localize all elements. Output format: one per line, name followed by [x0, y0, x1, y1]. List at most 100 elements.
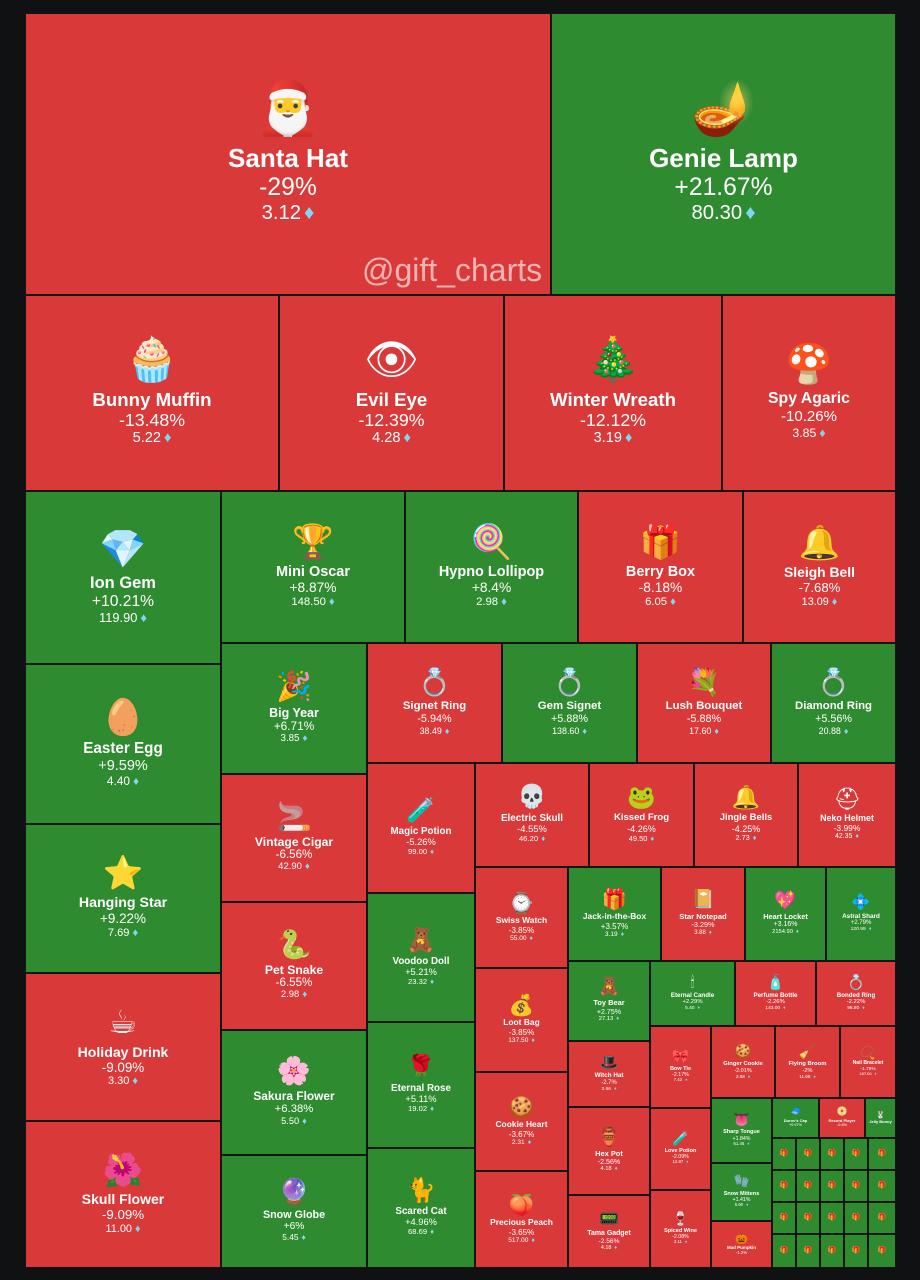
tile-star-notepad[interactable]: 📔 Star Notepad -3.29% 3.88 ♦: [661, 867, 745, 961]
gift-icon: 🎁: [851, 1212, 861, 1221]
tile-lush-bouquet[interactable]: 💐 Lush Bouquet -5.88% 17.60 ♦: [637, 643, 771, 763]
tile-flying-broom[interactable]: 🧹 Flying Broom -2% 11.66 ♦: [775, 1026, 840, 1098]
tile-gift-73[interactable]: 🎁: [868, 1202, 896, 1234]
tile-gift-68[interactable]: 🎁: [868, 1170, 896, 1202]
tile-snow-mittens[interactable]: 🧤 Snow Mittens +1.41% 5.90 ♦: [711, 1163, 772, 1221]
tile-neko-helmet[interactable]: ⛑ Neko Helmet -3.99% 42.35 ♦: [798, 763, 896, 867]
tile-skull-flower[interactable]: 🌺 Skull Flower -9.09% 11.00 ♦: [25, 1121, 221, 1268]
tile-hypno-lollipop[interactable]: 🍭 Hypno Lollipop +8.4% 2.98 ♦: [405, 491, 578, 643]
tile-cookie-heart[interactable]: 🍪 Cookie Heart -3.67% 2.31 ♦: [475, 1072, 568, 1171]
tile-hex-pot[interactable]: 🏺 Hex Pot -2.56% 4.18 ♦: [568, 1107, 650, 1195]
tile-magic-potion[interactable]: 🧪 Magic Potion -5.26% 99.00 ♦: [367, 763, 475, 893]
tile-evil-eye[interactable]: 👁 Evil Eye -12.39% 4.28 ♦: [279, 295, 504, 491]
tile-santa-hat[interactable]: 🎅 Santa Hat -29% 3.12 ♦: [25, 13, 551, 295]
tile-precious-peach[interactable]: 🍑 Precious Peach -3.65% 517.00 ♦: [475, 1171, 568, 1268]
tile-gift-66[interactable]: 🎁: [820, 1170, 844, 1202]
tile-gift-74[interactable]: 🎁: [772, 1234, 796, 1268]
tile-gift-78[interactable]: 🎁: [868, 1234, 896, 1268]
tile-astral-shard[interactable]: 💠 Astral Shard +2.79% 120.99 ♦: [826, 867, 896, 961]
tile-voodoo-doll[interactable]: 🧸 Voodoo Doll +5.21% 23.32 ♦: [367, 893, 475, 1022]
tile-bow-tie[interactable]: 🎀 Bow Tie -2.17% 7.42 ♦: [650, 1026, 711, 1108]
tile-genie-lamp[interactable]: 🪔 Genie Lamp +21.67% 80.30 ♦: [551, 13, 896, 295]
tile-change: +6.38%: [274, 1103, 314, 1116]
tile-loot-bag[interactable]: 💰 Loot Bag -3.85% 137.50 ♦: [475, 968, 568, 1072]
tile-holiday-drink[interactable]: ☕ Holiday Drink -9.09% 3.30 ♦: [25, 973, 221, 1121]
tile-gem-signet[interactable]: 💍 Gem Signet +5.88% 138.60 ♦: [502, 643, 637, 763]
tile-love-potion[interactable]: 🧪 Love Potion -2.09% 12.87 ♦: [650, 1108, 711, 1190]
tile-pet-snake[interactable]: 🐍 Pet Snake -6.55% 2.98 ♦: [221, 902, 367, 1030]
tile-kissed-frog[interactable]: 🐸 Kissed Frog -4.26% 49.50 ♦: [589, 763, 694, 867]
tile-price: 49.50 ♦: [629, 834, 654, 844]
diamond-icon: ♦: [614, 1245, 618, 1252]
tile-gift-69[interactable]: 🎁: [772, 1202, 796, 1234]
tile-gift-64[interactable]: 🎁: [772, 1170, 796, 1202]
tile-ion-gem[interactable]: 💎 Ion Gem +10.21% 119.90 ♦: [25, 491, 221, 664]
tile-sharp-tongue[interactable]: 👅 Sharp Tongue +1.84% 61.46 ♦: [711, 1098, 772, 1163]
tile-jingle-bells[interactable]: 🔔 Jingle Bells -4.25% 2.73 ♦: [694, 763, 798, 867]
diamond-icon: ♦: [714, 725, 719, 736]
tile-durov-s-cap[interactable]: 🧢 Durov's Cap +0.97%: [772, 1098, 819, 1138]
tile-change: -2.17%: [672, 1072, 689, 1079]
tile-price: 6.05 ♦: [645, 596, 676, 609]
tile-tama-gadget[interactable]: 📟 Tama Gadget -2.56% 4.18 ♦: [568, 1195, 650, 1268]
tile-bunny-muffin[interactable]: 🧁 Bunny Muffin -13.48% 5.22 ♦: [25, 295, 279, 491]
tile-price-value: 17.60: [689, 725, 712, 736]
tile-gift-65[interactable]: 🎁: [796, 1170, 820, 1202]
tile-record-player[interactable]: 📀 Record Player -0.8%: [819, 1098, 865, 1138]
tile-spiced-wine[interactable]: 🍷 Spiced Wine -2.08% 3.11 ♦: [650, 1190, 711, 1268]
tile-winter-wreath[interactable]: 🎄 Winter Wreath -12.12% 3.19 ♦: [504, 295, 722, 491]
diamond-icon: ♦: [684, 1239, 688, 1245]
tile-change: +1.84%: [732, 1135, 751, 1142]
tile-signet-ring[interactable]: 💍 Signet Ring -5.94% 38.49 ♦: [367, 643, 502, 763]
tile-vintage-cigar[interactable]: 🚬 Vintage Cigar -6.56% 42.90 ♦: [221, 774, 367, 902]
tile-price: 17.60 ♦: [689, 726, 719, 736]
tile-price: 3.19 ♦: [605, 931, 624, 939]
tile-gift-75[interactable]: 🎁: [796, 1234, 820, 1268]
tile-gift-72[interactable]: 🎁: [844, 1202, 868, 1234]
tile-gift-70[interactable]: 🎁: [796, 1202, 820, 1234]
tile-berry-box[interactable]: 🎁 Berry Box -8.18% 6.05 ♦: [578, 491, 743, 643]
tile-jelly-bunny[interactable]: 🐰 Jelly Bunny: [865, 1098, 896, 1138]
tile-scared-cat[interactable]: 🐈 Scared Cat +4.96% 68.69 ♦: [367, 1148, 475, 1268]
tile-hanging-star[interactable]: ⭐ Hanging Star +9.22% 7.69 ♦: [25, 824, 221, 973]
tile-sleigh-bell[interactable]: 🔔 Sleigh Bell -7.68% 13.09 ♦: [743, 491, 896, 643]
diamond-icon: ♦: [708, 929, 712, 936]
tile-spy-agaric[interactable]: 🍄 Spy Agaric -10.26% 3.85 ♦: [722, 295, 896, 491]
tile-jack-in-the-box[interactable]: 🎁 Jack-in-the-Box +3.57% 3.19 ♦: [568, 867, 661, 961]
treemap: 🎅 Santa Hat -29% 3.12 ♦ 🪔 Genie Lamp +21.67% 80.…: [25, 13, 896, 1268]
tile-perfume-bottle[interactable]: 🧴 Perfume Bottle -2.26% 143.00 ♦: [735, 961, 816, 1026]
tile-gift-63[interactable]: 🎁: [868, 1138, 896, 1170]
tile-eternal-candle[interactable]: 🕯 Eternal Candle +2.29% 5.40 ♦: [650, 961, 735, 1026]
tile-price-value: 517.00: [508, 1236, 529, 1244]
tile-mini-oscar[interactable]: 🏆 Mini Oscar +8.87% 148.50 ♦: [221, 491, 405, 643]
tile-nail-bracelet[interactable]: 📿 Nail Bracelet -1.79% 187.00 ♦: [840, 1026, 896, 1098]
tile-price-value: 5.22: [132, 430, 161, 447]
bow-tie-icon: 🎀: [672, 1049, 689, 1065]
tile-swiss-watch[interactable]: ⌚ Swiss Watch -3.85% 55.00 ♦: [475, 867, 568, 968]
tile-name: Hypno Lollipop: [438, 563, 545, 580]
tile-easter-egg[interactable]: 🥚 Easter Egg +9.59% 4.40 ♦: [25, 664, 221, 824]
tile-gift-60[interactable]: 🎁: [796, 1138, 820, 1170]
tile-gift-71[interactable]: 🎁: [820, 1202, 844, 1234]
tile-diamond-ring[interactable]: 💍 Diamond Ring +5.56% 20.88 ♦: [771, 643, 896, 763]
tile-snow-globe[interactable]: 🔮 Snow Globe +6% 5.45 ♦: [221, 1155, 367, 1268]
tile-sakura-flower[interactable]: 🌸 Sakura Flower +6.38% 5.50 ♦: [221, 1030, 367, 1155]
tile-bonded-ring[interactable]: 💍 Bonded Ring -2.22% 96.80 ♦: [816, 961, 896, 1026]
mittens-icon: 🧤: [733, 1173, 750, 1189]
bag-icon: 💰: [508, 993, 535, 1018]
tile-electric-skull[interactable]: 💀 Electric Skull -4.55% 46.20 ♦: [475, 763, 589, 867]
tile-big-year[interactable]: 🎉 Big Year +6.71% 3.85 ♦: [221, 643, 367, 774]
tile-gift-62[interactable]: 🎁: [844, 1138, 868, 1170]
tile-gift-59[interactable]: 🎁: [772, 1138, 796, 1170]
bunny-icon: 🐰: [876, 1110, 885, 1119]
tile-gift-77[interactable]: 🎁: [844, 1234, 868, 1268]
tile-gift-76[interactable]: 🎁: [820, 1234, 844, 1268]
tile-gift-67[interactable]: 🎁: [844, 1170, 868, 1202]
tile-eternal-rose[interactable]: 🌹 Eternal Rose +5.11% 19.02 ♦: [367, 1022, 475, 1148]
tile-gift-61[interactable]: 🎁: [820, 1138, 844, 1170]
tile-witch-hat[interactable]: 🎩 Witch Hat -2.7% 3.96 ♦: [568, 1041, 650, 1107]
tile-mad-pumpkin[interactable]: 🎃 Mad Pumpkin -1.2%: [711, 1221, 772, 1268]
tile-ginger-cookie[interactable]: 🍪 Ginger Cookie -2.01% 2.68 ♦: [711, 1026, 775, 1098]
tile-toy-bear[interactable]: 🧸 Toy Bear +2.75% 27.13 ♦: [568, 961, 650, 1041]
tile-heart-locket[interactable]: 💖 Heart Locket +3.16% 2154.90 ♦: [745, 867, 826, 961]
